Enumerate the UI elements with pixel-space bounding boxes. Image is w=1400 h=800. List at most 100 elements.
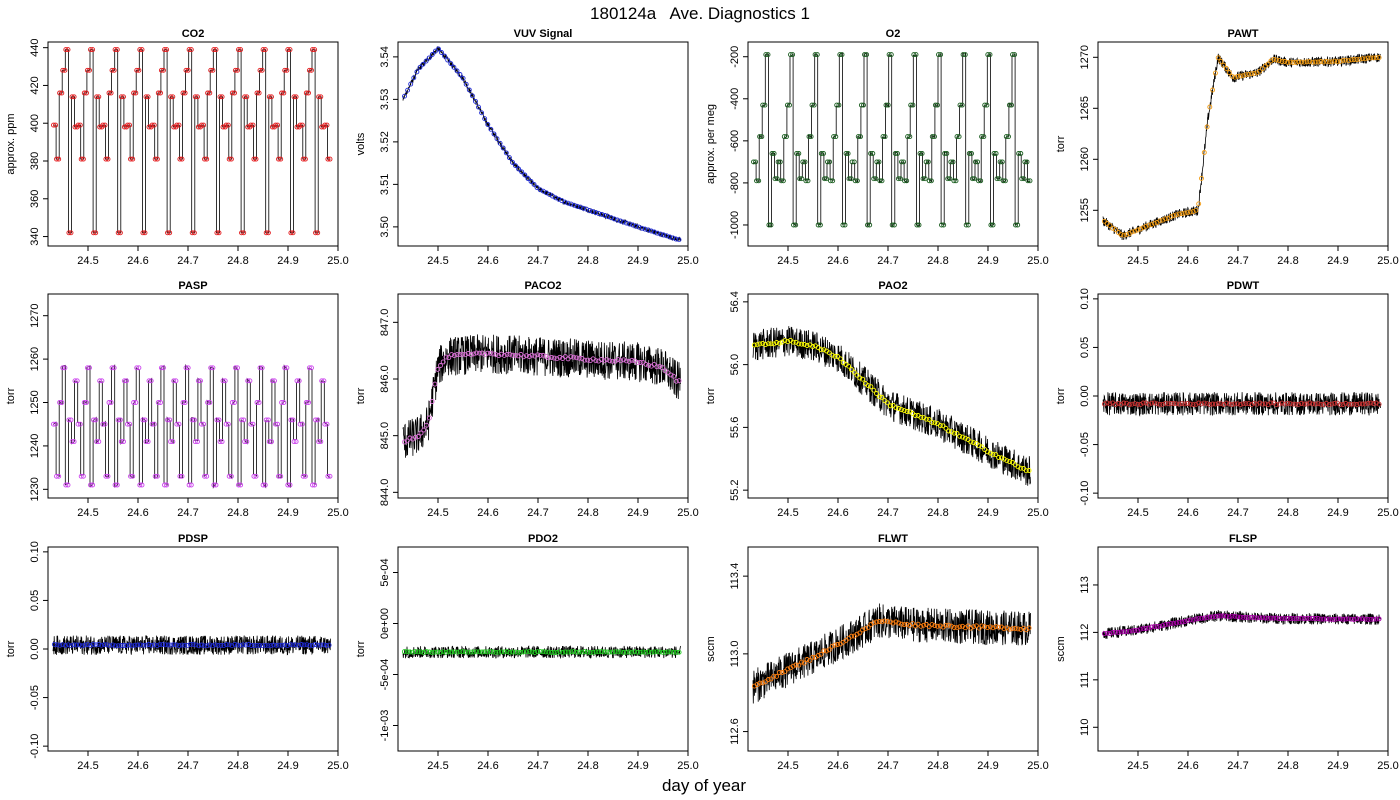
data-point (404, 438, 410, 444)
y-axis-label: torr (5, 387, 17, 404)
data-point (1273, 615, 1279, 621)
data-point (324, 122, 330, 128)
data-point (810, 344, 816, 349)
y-tick-label: 340 (29, 227, 41, 245)
x-tick-label: 24.5 (777, 760, 798, 772)
data-point (585, 357, 590, 363)
data-point (601, 358, 607, 364)
data-point (88, 482, 93, 488)
data-point (1126, 628, 1132, 634)
data-point (96, 94, 102, 100)
data-point (640, 649, 646, 655)
data-point (232, 67, 238, 73)
data-point (1143, 223, 1149, 229)
data-point (302, 473, 308, 479)
data-point (627, 221, 633, 227)
data-point (943, 622, 949, 628)
panel-title: PDSP (178, 533, 208, 545)
data-point (1323, 400, 1329, 406)
data-point (279, 400, 285, 405)
data-point (407, 649, 413, 655)
data-point (851, 369, 857, 375)
data-point (978, 178, 984, 184)
data-point (1326, 402, 1332, 408)
x-tick-label: 25.0 (677, 507, 698, 519)
data-point (198, 378, 203, 384)
data-point (176, 421, 182, 427)
data-point (571, 354, 577, 360)
data-point (56, 473, 62, 479)
data-point (1365, 616, 1371, 622)
data-point (793, 222, 799, 228)
data-point (265, 417, 271, 423)
data-point (321, 378, 327, 384)
data-point (516, 166, 522, 172)
data-point (235, 642, 240, 648)
data-point (668, 649, 674, 655)
data-point (1268, 615, 1274, 621)
panel-title: O2 (886, 28, 901, 40)
data-point (449, 649, 455, 655)
data-point (500, 145, 506, 151)
data-point (1315, 401, 1321, 407)
data-point (893, 405, 899, 411)
data-point (293, 642, 299, 648)
data-point (784, 102, 790, 108)
data-point (143, 642, 149, 648)
data-point (186, 482, 192, 488)
data-point (1326, 59, 1332, 65)
data-point (785, 339, 791, 345)
data-point (192, 439, 198, 445)
data-point (937, 623, 943, 629)
data-point (106, 400, 112, 405)
data-point (815, 653, 821, 658)
data-point (639, 225, 645, 231)
data-point (482, 116, 488, 122)
x-tick-label: 24.8 (577, 255, 598, 267)
data-point (247, 378, 253, 384)
data-point (158, 67, 164, 73)
data-point (327, 156, 333, 162)
data-point (526, 649, 532, 655)
x-tick-label: 24.5 (427, 760, 448, 772)
data-point (63, 643, 68, 649)
data-point (1226, 70, 1232, 75)
data-point (90, 47, 96, 53)
data-point (271, 642, 277, 648)
data-point (1118, 401, 1124, 407)
data-point (146, 378, 152, 384)
x-tick-label: 24.6 (127, 255, 148, 267)
data-point (294, 378, 300, 384)
data-point (134, 365, 140, 371)
data-point (926, 178, 932, 184)
data-point (145, 439, 151, 445)
data-point (236, 482, 241, 488)
data-point (1110, 629, 1116, 635)
data-point (118, 439, 124, 445)
data-point (225, 122, 231, 128)
data-point (1007, 459, 1013, 465)
data-point (84, 400, 89, 405)
data-point (407, 435, 413, 441)
data-point (818, 651, 824, 657)
data-point (562, 199, 568, 205)
data-point (774, 176, 780, 182)
data-point (1343, 616, 1349, 622)
data-point (210, 67, 216, 73)
data-point (56, 156, 62, 162)
data-point (808, 134, 814, 140)
data-point (557, 354, 563, 360)
data-point (103, 473, 109, 479)
data-point (1015, 626, 1021, 632)
data-point (1271, 615, 1277, 621)
data-point (1321, 402, 1327, 407)
data-point (210, 365, 216, 371)
data-point (1113, 629, 1118, 635)
data-point (291, 94, 297, 100)
data-point (960, 434, 965, 440)
data-point (549, 650, 554, 655)
data-point (493, 352, 499, 358)
data-point (90, 482, 96, 488)
data-point (1237, 402, 1243, 408)
data-point (248, 643, 254, 648)
